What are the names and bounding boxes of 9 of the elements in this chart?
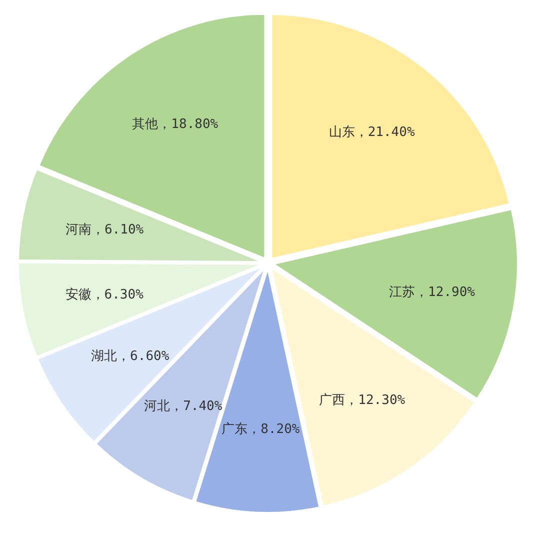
slice-label: 广东，8.20% [222, 422, 300, 438]
slice-label: 山东，21.40% [328, 125, 415, 140]
slice-label: 安徽，6.30% [65, 286, 144, 302]
slice-label: 其他，18.80% [132, 117, 218, 132]
slice-label: 河南，6.10% [65, 222, 144, 238]
slice-label: 湖北，6.60% [91, 349, 170, 364]
slice-label: 河北，7.40% [144, 398, 222, 414]
slice-label: 江苏，12.90% [389, 285, 476, 300]
slice-label: 广西，12.30% [319, 393, 406, 408]
